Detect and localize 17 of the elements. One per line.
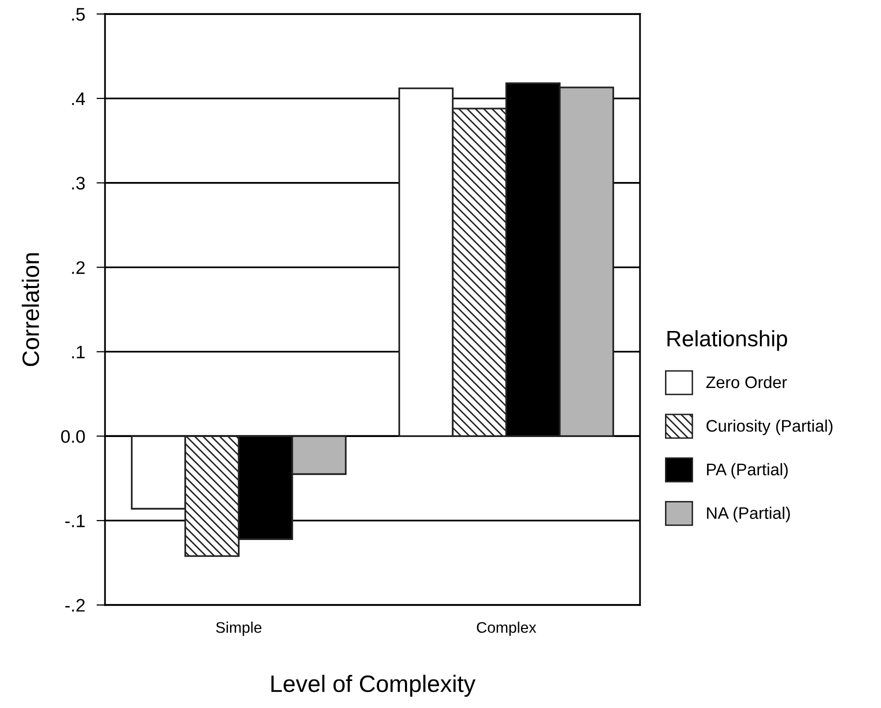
y-tick-label: .3 [72, 176, 85, 190]
y-tick-label: .1 [72, 346, 85, 358]
x-tick-label: Simple [216, 622, 262, 636]
legend-title: Relationship [668, 330, 788, 351]
legend-label: NA (Partial) [707, 506, 790, 522]
legend-label: PA (Partial) [707, 463, 788, 479]
x-tick-label: Complex [476, 622, 536, 636]
y-tick-label: -.2 [65, 598, 85, 612]
y-tick-label: 0.0 [61, 430, 85, 443]
y-tick-label: .4 [72, 92, 86, 105]
y-tick-label: -.1 [65, 514, 85, 528]
y-axis-title: Correlation [22, 253, 40, 366]
y-tick-label: .2 [72, 261, 85, 274]
x-axis-title: Level of Complexity [271, 674, 476, 697]
y-tick-label: .5 [72, 8, 85, 21]
legend-label: Curiosity (Partial) [706, 420, 832, 436]
legend-label: Zero Order [706, 376, 787, 388]
